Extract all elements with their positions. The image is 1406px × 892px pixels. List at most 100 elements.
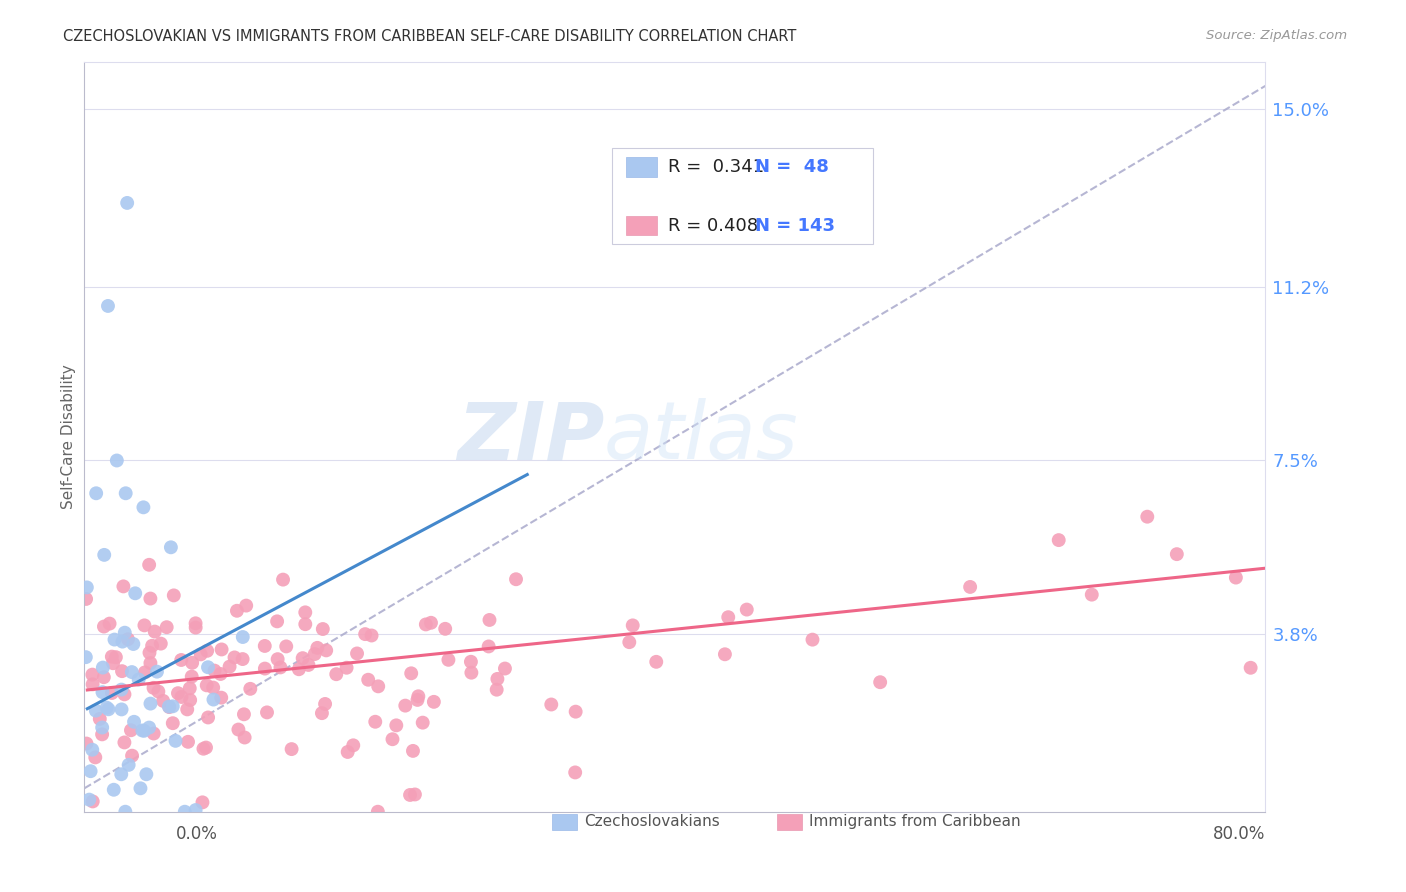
Point	[114, 687, 136, 701]
Point	[105, 453, 128, 467]
Point	[271, 573, 294, 587]
Point	[218, 659, 240, 673]
Point	[91, 721, 114, 735]
Point	[294, 617, 316, 632]
Point	[239, 681, 262, 696]
Point	[82, 667, 104, 681]
Point	[84, 750, 107, 764]
Point	[434, 622, 457, 636]
Point	[232, 630, 254, 644]
Point	[253, 662, 276, 676]
Point	[1166, 547, 1188, 561]
Point	[404, 788, 426, 802]
Point	[224, 650, 246, 665]
Point	[134, 618, 156, 632]
Point	[162, 699, 184, 714]
Point	[253, 639, 276, 653]
Point	[138, 558, 160, 572]
Point	[437, 653, 460, 667]
Point	[402, 744, 425, 758]
Point	[412, 715, 434, 730]
Point	[110, 702, 132, 716]
Point	[139, 656, 162, 670]
Point	[325, 667, 347, 681]
Point	[297, 657, 319, 672]
Text: ZIP: ZIP	[457, 398, 605, 476]
Point	[717, 610, 740, 624]
Point	[195, 740, 218, 755]
Point	[111, 664, 134, 678]
Point	[233, 731, 256, 745]
Point	[118, 758, 141, 772]
Point	[82, 794, 104, 808]
Point	[101, 686, 124, 700]
Point	[191, 796, 214, 810]
Point	[197, 660, 219, 674]
Point	[336, 745, 359, 759]
Point	[336, 661, 359, 675]
Point	[157, 699, 180, 714]
Point	[97, 299, 120, 313]
Point	[304, 647, 326, 661]
Point	[505, 572, 527, 586]
Point	[184, 616, 207, 631]
Point	[114, 486, 136, 500]
Point	[342, 739, 364, 753]
Point	[165, 734, 187, 748]
Point	[135, 767, 157, 781]
Point	[157, 700, 180, 714]
Point	[128, 673, 150, 687]
Point	[485, 682, 508, 697]
Point	[84, 704, 107, 718]
Point	[269, 660, 291, 674]
Point	[801, 632, 824, 647]
Point	[129, 781, 152, 796]
Point	[142, 681, 165, 695]
Text: Immigrants from Caribbean: Immigrants from Caribbean	[810, 814, 1021, 829]
Point	[146, 665, 169, 679]
Y-axis label: Self-Care Disability: Self-Care Disability	[60, 365, 76, 509]
Point	[357, 673, 380, 687]
Point	[79, 764, 101, 779]
Point	[148, 684, 170, 698]
Point	[91, 660, 114, 674]
Point	[211, 642, 233, 657]
Text: Source: ZipAtlas.com: Source: ZipAtlas.com	[1206, 29, 1347, 42]
Point	[121, 748, 143, 763]
Point	[959, 580, 981, 594]
Point	[307, 640, 329, 655]
Point	[75, 650, 97, 665]
Point	[96, 700, 118, 714]
Point	[114, 625, 136, 640]
Point	[115, 195, 138, 210]
Text: atlas: atlas	[605, 398, 799, 476]
Point	[131, 723, 153, 738]
Point	[132, 723, 155, 738]
Point	[209, 667, 232, 681]
Point	[619, 635, 641, 649]
Point	[714, 647, 737, 661]
Point	[101, 657, 124, 671]
Point	[288, 662, 311, 676]
Point	[122, 714, 145, 729]
Point	[364, 714, 387, 729]
Point	[315, 643, 337, 657]
Text: R = 0.408: R = 0.408	[668, 217, 758, 235]
Point	[486, 672, 509, 686]
Point	[346, 647, 368, 661]
Point	[735, 602, 758, 616]
Point	[360, 628, 382, 642]
Point	[385, 718, 408, 732]
Point	[232, 652, 254, 666]
Point	[460, 655, 482, 669]
Point	[276, 640, 298, 654]
Point	[142, 726, 165, 740]
Point	[120, 723, 142, 738]
Point	[93, 619, 115, 633]
Text: CZECHOSLOVAKIAN VS IMMIGRANTS FROM CARIBBEAN SELF-CARE DISABILITY CORRELATION CH: CZECHOSLOVAKIAN VS IMMIGRANTS FROM CARIB…	[63, 29, 797, 44]
Point	[394, 698, 416, 713]
Point	[167, 686, 190, 700]
Point	[564, 705, 586, 719]
Point	[184, 803, 207, 817]
Point	[110, 767, 132, 781]
